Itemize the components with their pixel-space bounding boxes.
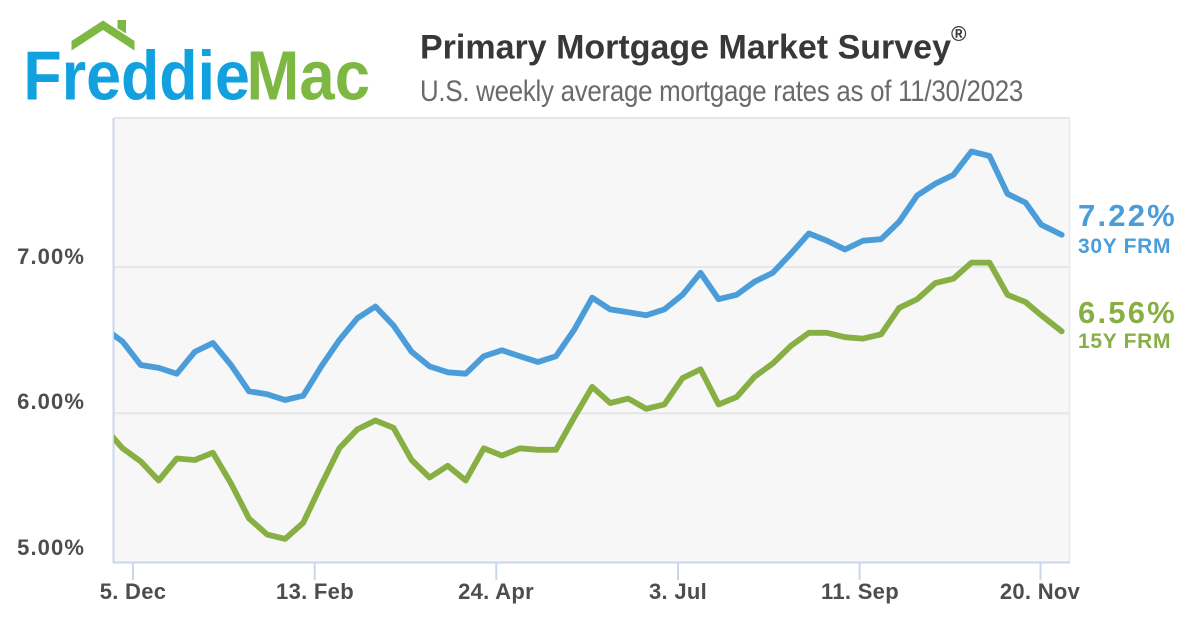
svg-text:Freddie: Freddie [23,37,250,115]
svg-text:Mac: Mac [247,37,371,115]
